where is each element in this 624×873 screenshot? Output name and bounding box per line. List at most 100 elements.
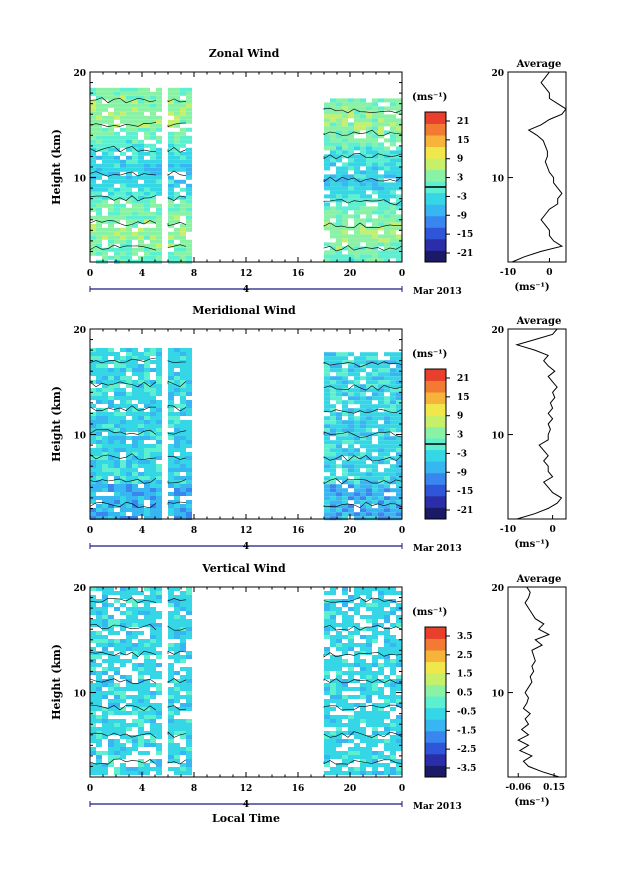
heatmap-cell	[174, 215, 180, 220]
heatmap-cell	[384, 174, 390, 179]
heatmap-cell	[378, 254, 384, 259]
heatmap-cell	[378, 404, 384, 409]
heatmap-cell	[336, 436, 342, 441]
heatmap-cell	[180, 452, 186, 456]
heatmap-cell	[348, 767, 354, 771]
heatmap-cell	[150, 107, 156, 112]
heatmap-cell	[396, 138, 402, 143]
heatmap-cell	[336, 719, 342, 723]
heatmap-cell	[138, 639, 144, 643]
contour-line	[323, 678, 403, 685]
heatmap-cell	[366, 424, 372, 429]
heatmap-cell	[324, 384, 330, 389]
heatmap-cell	[114, 107, 120, 112]
heatmap-cell	[144, 651, 150, 655]
heatmap-cell	[348, 126, 354, 131]
heatmap-cell	[186, 159, 192, 164]
heatmap-cell	[372, 158, 378, 163]
heatmap-cell	[102, 368, 108, 372]
heatmap-cell	[180, 643, 186, 647]
heatmap-cell	[342, 388, 348, 393]
heatmap-cell	[336, 392, 342, 397]
heatmap-cell	[384, 242, 390, 247]
heatmap-cell	[324, 364, 330, 369]
contour-line	[323, 704, 403, 711]
profile-title: Average	[516, 59, 562, 70]
heatmap-cell	[366, 468, 372, 473]
heatmap-cell	[354, 202, 360, 207]
heatmap-cell	[120, 235, 126, 240]
heatmap-cell	[174, 619, 180, 623]
heatmap-cell	[354, 440, 360, 445]
heatmap-cell	[168, 412, 174, 416]
heatmap-cell	[132, 103, 138, 108]
heatmap-cell	[378, 130, 384, 135]
heatmap-cell	[324, 683, 330, 687]
heatmap-cell	[174, 659, 180, 663]
heatmap-cell	[330, 504, 336, 509]
heatmap-cell	[174, 360, 180, 364]
heatmap-cell	[342, 504, 348, 509]
heatmap-cell	[114, 251, 120, 256]
colorbar-unit: (ms⁻¹)	[412, 349, 447, 360]
heatmap-cell	[186, 683, 192, 687]
heatmap-cell	[360, 408, 366, 413]
heatmap-cell	[186, 219, 192, 224]
heatmap-cell	[114, 456, 120, 460]
heatmap-cell	[336, 516, 342, 521]
heatmap-cell	[354, 428, 360, 433]
heatmap-cell	[168, 663, 174, 667]
heatmap-cell	[330, 134, 336, 139]
heatmap-cell	[330, 496, 336, 501]
heatmap-cell	[180, 404, 186, 408]
heatmap-cell	[324, 372, 330, 377]
heatmap-cell	[336, 230, 342, 235]
heatmap-cell	[150, 368, 156, 372]
heatmap-cell	[132, 464, 138, 468]
heatmap-cell	[360, 512, 366, 517]
heatmap-cell	[324, 360, 330, 365]
heatmap-cell	[174, 111, 180, 116]
heatmap-cell	[108, 135, 114, 140]
heatmap-cell	[96, 123, 102, 128]
heatmap-cell	[156, 771, 162, 775]
heatmap-cell	[396, 731, 402, 735]
heatmap-cell	[126, 599, 132, 603]
heatmap-cell	[324, 731, 330, 735]
heatmap-cell	[150, 348, 156, 352]
heatmap-cell	[378, 392, 384, 397]
heatmap-cell	[330, 98, 336, 103]
heatmap-cell	[378, 428, 384, 433]
heatmap-cell	[396, 146, 402, 151]
heatmap-cell	[396, 420, 402, 425]
heatmap-cell	[348, 238, 354, 243]
heatmap-cell	[174, 167, 180, 172]
heatmap-cell	[324, 492, 330, 497]
heatmap-cell	[330, 424, 336, 429]
heatmap-cell	[180, 484, 186, 488]
heatmap-cell	[168, 203, 174, 208]
heatmap-cell	[348, 396, 354, 401]
heatmap-cell	[156, 348, 162, 352]
heatmap-cell	[126, 123, 132, 128]
heatmap-cell	[114, 412, 120, 416]
heatmap-cell	[120, 747, 126, 751]
heatmap-cell	[390, 472, 396, 477]
heatmap-cell	[150, 444, 156, 448]
heatmap-cell	[120, 496, 126, 500]
heatmap-cell	[354, 492, 360, 497]
heatmap-cell	[126, 643, 132, 647]
heatmap-cell	[144, 468, 150, 472]
heatmap-cell	[354, 496, 360, 501]
heatmap-cell	[156, 91, 162, 96]
heatmap-cell	[360, 206, 366, 211]
heatmap-cell	[396, 607, 402, 611]
heatmap-cell	[144, 127, 150, 132]
heatmap-cell	[354, 767, 360, 771]
heatmap-cell	[354, 376, 360, 381]
heatmap-cell	[150, 671, 156, 675]
heatmap-cell	[144, 400, 150, 404]
heatmap-cell	[156, 492, 162, 496]
heatmap-cell	[132, 235, 138, 240]
heatmap-cell	[168, 695, 174, 699]
